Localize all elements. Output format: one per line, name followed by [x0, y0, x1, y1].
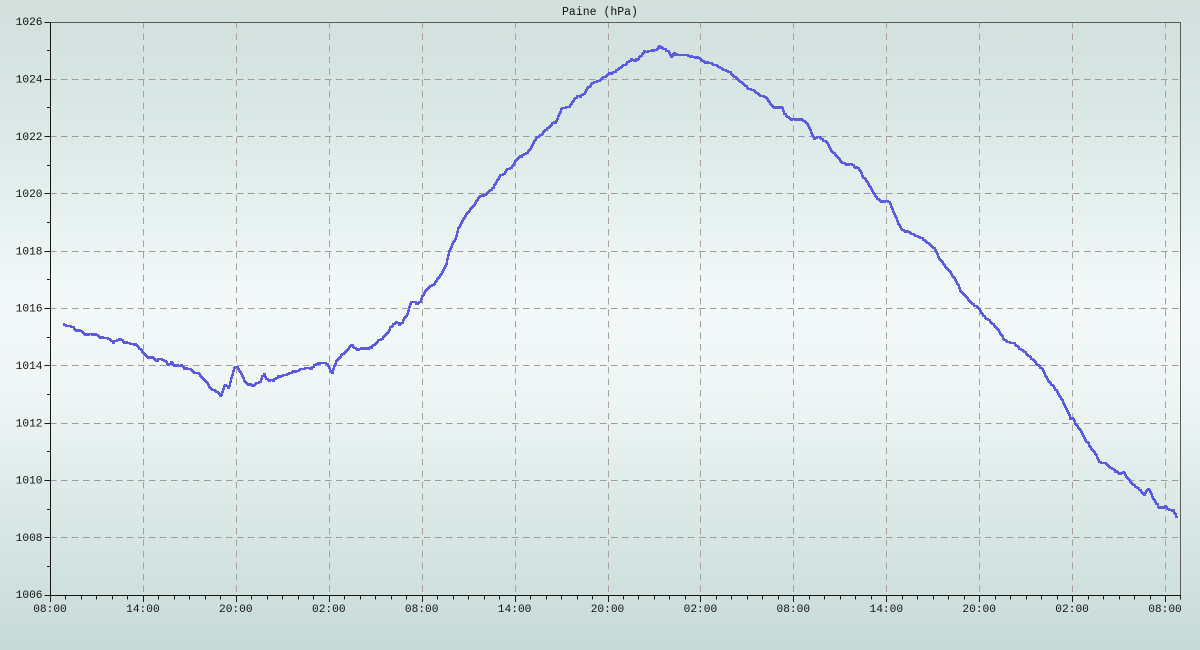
svg-text:20:00: 20:00 [219, 604, 253, 616]
svg-text:14:00: 14:00 [126, 604, 160, 616]
svg-text:08:00: 08:00 [1148, 604, 1182, 616]
svg-text:1016: 1016 [16, 304, 43, 316]
svg-text:1026: 1026 [16, 17, 43, 29]
svg-text:14:00: 14:00 [870, 604, 904, 616]
svg-text:20:00: 20:00 [962, 604, 996, 616]
svg-text:02:00: 02:00 [312, 604, 346, 616]
svg-text:20:00: 20:00 [591, 604, 625, 616]
svg-text:08:00: 08:00 [405, 604, 439, 616]
svg-text:14:00: 14:00 [498, 604, 532, 616]
svg-text:1010: 1010 [16, 476, 43, 488]
svg-text:1018: 1018 [16, 246, 43, 258]
svg-text:1006: 1006 [16, 590, 43, 602]
svg-text:Paine (hPa): Paine (hPa) [562, 6, 638, 19]
svg-text:1024: 1024 [16, 75, 43, 87]
svg-text:1014: 1014 [16, 361, 43, 373]
svg-text:1022: 1022 [16, 132, 43, 144]
svg-text:02:00: 02:00 [684, 604, 718, 616]
svg-text:1008: 1008 [16, 533, 43, 545]
svg-text:1020: 1020 [16, 189, 43, 201]
svg-text:08:00: 08:00 [33, 604, 67, 616]
svg-text:1012: 1012 [16, 418, 43, 430]
svg-text:02:00: 02:00 [1055, 604, 1089, 616]
svg-text:08:00: 08:00 [777, 604, 811, 616]
